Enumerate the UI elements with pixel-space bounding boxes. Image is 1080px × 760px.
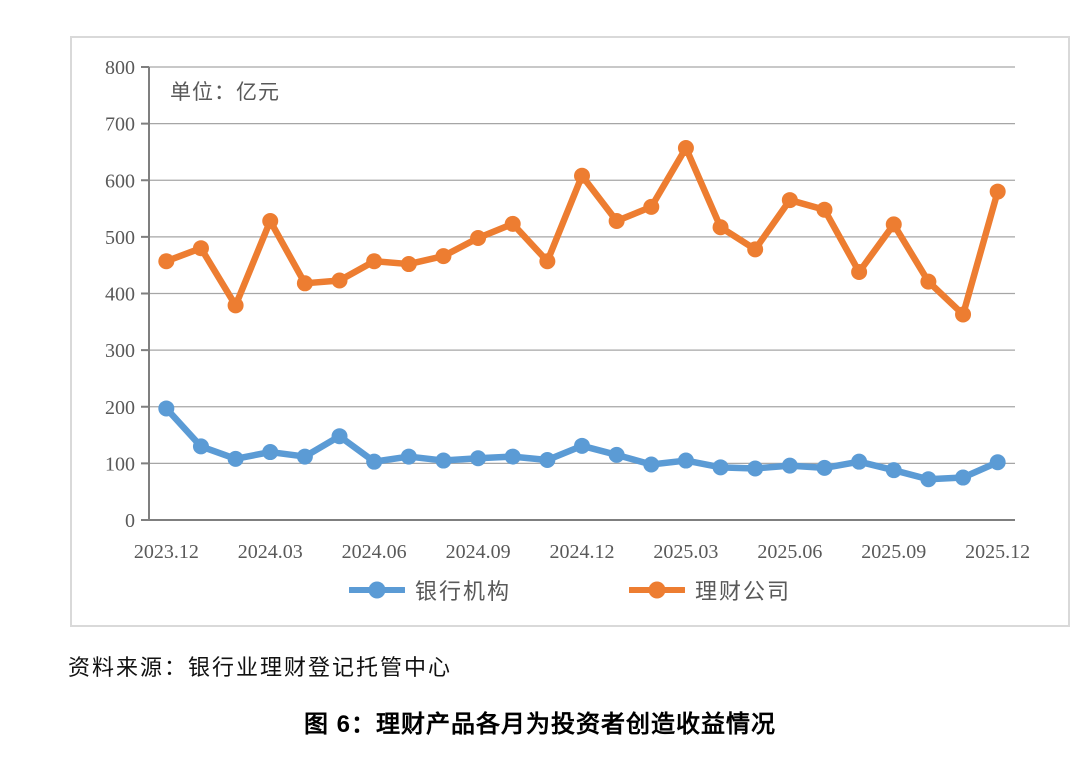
data-point — [435, 248, 452, 265]
data-point — [504, 448, 521, 465]
data-point — [747, 460, 764, 477]
data-point — [158, 253, 175, 270]
x-tick-label: 2025.06 — [757, 541, 822, 563]
legend-label-wealth-company: 理财公司 — [695, 579, 792, 604]
source-note: 资料来源：银行业理财登记托管中心 — [68, 655, 453, 680]
data-point — [643, 198, 660, 215]
data-point — [955, 469, 972, 486]
y-tick-label: 300 — [105, 340, 135, 362]
data-point — [816, 201, 833, 218]
x-tick-label: 2025.03 — [653, 541, 718, 563]
data-point — [885, 462, 902, 479]
data-point — [400, 256, 417, 273]
axes — [141, 66, 1015, 521]
x-tick-label: 2025.09 — [861, 541, 926, 563]
chart-panel: 0 100 200 300 400 500 600 700 800 2023.12 2024.03 2… — [70, 36, 1070, 627]
data-point — [677, 139, 694, 156]
y-tick-label: 0 — [125, 510, 135, 532]
x-axis-labels: 2023.12 2024.03 2024.06 2024.09 2024.12 2025.… — [134, 541, 1030, 563]
data-point — [989, 183, 1006, 200]
data-point — [574, 167, 590, 184]
x-tick-label: 2024.03 — [238, 541, 303, 563]
legend-item-wealth-company: 理财公司 — [629, 574, 791, 606]
data-point — [296, 275, 313, 292]
x-tick-label: 2023.12 — [134, 541, 199, 563]
data-point — [643, 456, 660, 473]
unit-label: 单位：亿元 — [170, 80, 280, 104]
y-tick-label: 800 — [105, 57, 135, 79]
data-point — [989, 454, 1006, 471]
data-point — [885, 216, 902, 233]
data-point — [712, 459, 729, 476]
data-point — [955, 306, 972, 323]
y-tick-label: 600 — [105, 170, 135, 192]
y-tick-label: 100 — [105, 453, 135, 475]
data-point — [539, 451, 556, 468]
y-tick-label: 500 — [105, 227, 135, 249]
legend-item-bank: 银行机构 — [348, 574, 511, 606]
y-tick-label: 700 — [105, 114, 135, 136]
data-point — [574, 437, 590, 454]
data-point — [747, 241, 764, 258]
data-point — [331, 272, 348, 289]
data-point — [192, 438, 209, 455]
x-tick-label: 2024.09 — [446, 541, 511, 563]
data-point — [366, 453, 383, 470]
data-point — [504, 215, 521, 232]
gridlines — [149, 66, 1015, 465]
data-point — [816, 459, 833, 476]
y-axis-labels: 0 100 200 300 400 500 600 700 800 — [105, 57, 135, 532]
data-point — [781, 192, 798, 209]
data-point — [920, 471, 937, 488]
data-point — [539, 253, 556, 270]
data-point — [470, 230, 487, 247]
data-point — [192, 240, 209, 257]
data-point — [227, 450, 244, 467]
data-point — [331, 428, 348, 445]
y-tick-label: 400 — [105, 284, 135, 306]
data-point — [781, 457, 798, 474]
figure-caption: 图 6：理财产品各月为投资者创造收益情况 — [303, 711, 776, 738]
x-tick-label: 2024.12 — [550, 541, 615, 563]
data-point — [712, 219, 729, 236]
data-point — [158, 400, 175, 417]
y-tick-label: 200 — [105, 397, 135, 419]
data-point — [851, 453, 868, 470]
legend-marker-wealth-company-icon — [629, 581, 685, 599]
x-tick-label: 2024.06 — [342, 541, 407, 563]
data-point — [608, 213, 625, 230]
data-point — [400, 448, 417, 465]
data-point — [920, 273, 937, 290]
x-tick-label: 2025.12 — [965, 541, 1030, 563]
series-bank — [158, 400, 1006, 488]
data-point — [296, 448, 313, 465]
data-point — [851, 263, 868, 280]
legend: 银行机构 理财公司 — [72, 574, 1068, 606]
legend-label-bank: 银行机构 — [414, 579, 511, 604]
data-point — [227, 297, 244, 314]
data-point — [262, 213, 279, 230]
data-point — [470, 450, 487, 467]
data-point — [608, 446, 625, 463]
series-wealth-company — [158, 139, 1006, 323]
data-point — [677, 452, 694, 469]
data-point — [366, 253, 383, 270]
data-point — [262, 444, 279, 461]
legend-marker-bank-icon — [348, 581, 405, 599]
data-point — [435, 452, 452, 469]
